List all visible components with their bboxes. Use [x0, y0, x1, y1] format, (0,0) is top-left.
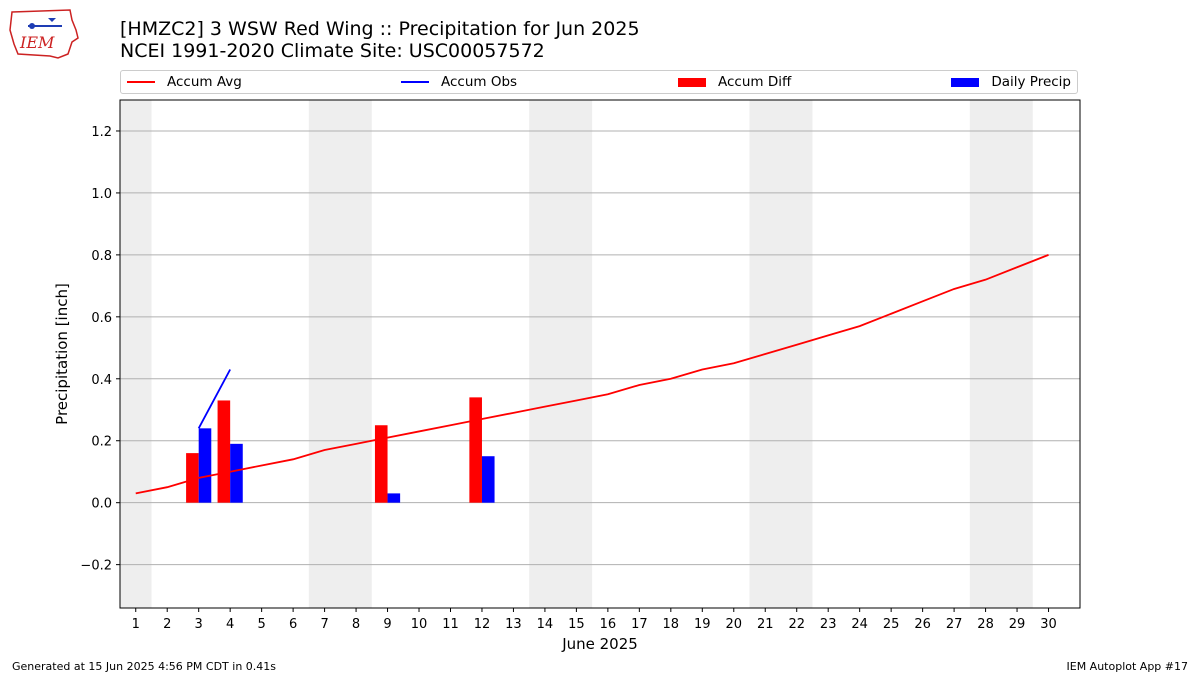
legend-label-accum-obs: Accum Obs	[441, 74, 518, 90]
x-tick-label-27: 27	[946, 617, 963, 632]
plot-frame	[119, 99, 1081, 609]
y-tick-label-6: 1.0	[91, 187, 112, 202]
bar-accum-diff-day-3	[186, 453, 199, 503]
bar-series	[186, 397, 495, 503]
x-tick-label-18: 18	[663, 617, 680, 632]
x-tick-label-5: 5	[257, 617, 265, 632]
grid-lines	[120, 130, 1080, 566]
weekend-band-4	[969, 100, 1033, 608]
bar-accum-diff-day-4	[217, 400, 231, 503]
y-tick-label-2: 0.2	[91, 435, 112, 450]
y-tick-label-0: −0.2	[80, 559, 112, 574]
x-tick-label-28: 28	[977, 617, 994, 632]
legend-swatch-accum-obs	[401, 81, 429, 83]
weekend-band-2	[529, 100, 593, 608]
legend-item-accum-obs: Accum Obs	[401, 71, 517, 93]
y-tick-label-4: 0.6	[91, 311, 112, 326]
weekend-band-3	[749, 100, 813, 608]
x-tick-label-13: 13	[505, 617, 522, 632]
legend-item-daily-precip: Daily Precip	[951, 71, 1071, 93]
x-tick-label-30: 30	[1040, 617, 1057, 632]
x-tick-label-24: 24	[851, 617, 868, 632]
x-tick-label-20: 20	[725, 617, 742, 632]
iem-logo: IEM	[8, 6, 80, 60]
x-tick-label-4: 4	[226, 617, 234, 632]
x-tick-label-11: 11	[442, 617, 459, 632]
x-tick-label-25: 25	[883, 617, 900, 632]
x-axis-label: June 2025	[561, 635, 638, 653]
x-tick-label-9: 9	[383, 617, 391, 632]
y-tick-label-5: 0.8	[91, 249, 112, 264]
y-axis-label: Precipitation [inch]	[53, 283, 71, 425]
line-accum-avg	[135, 254, 1049, 495]
bar-daily-precip-day-12	[481, 456, 495, 503]
chart-legend: Accum Avg Accum Obs Accum Diff Daily Pre…	[120, 70, 1078, 94]
x-tick-label-17: 17	[631, 617, 648, 632]
legend-label-accum-avg: Accum Avg	[167, 74, 242, 90]
bar-daily-precip-day-9	[387, 493, 401, 503]
x-tick-label-6: 6	[289, 617, 297, 632]
bar-daily-precip-day-4	[230, 443, 243, 503]
x-tick-label-8: 8	[352, 617, 360, 632]
bar-accum-diff-day-9	[374, 425, 388, 503]
x-tick-label-22: 22	[788, 617, 805, 632]
legend-label-accum-diff: Accum Diff	[718, 74, 792, 90]
bar-accum-diff-day-12	[469, 397, 482, 503]
y-tick-label-7: 1.2	[91, 125, 112, 140]
x-tick-label-14: 14	[537, 617, 554, 632]
weekend-band-0	[120, 100, 152, 608]
x-tick-label-21: 21	[757, 617, 774, 632]
logo-text: IEM	[19, 33, 55, 52]
y-tick-label-3: 0.4	[91, 373, 112, 388]
legend-item-accum-diff: Accum Diff	[678, 71, 791, 93]
line-series	[135, 254, 1049, 495]
footer-generated: Generated at 15 Jun 2025 4:56 PM CDT in …	[12, 660, 277, 673]
legend-swatch-accum-avg	[127, 81, 155, 83]
y-tick-label-1: 0.0	[91, 497, 112, 512]
x-tick-label-2: 2	[163, 617, 171, 632]
x-tick-label-7: 7	[320, 617, 328, 632]
legend-swatch-accum-diff	[678, 77, 706, 87]
x-tick-label-26: 26	[914, 617, 931, 632]
weekend-band-1	[308, 100, 372, 608]
legend-swatch-daily-precip	[951, 77, 980, 87]
x-tick-label-3: 3	[195, 617, 203, 632]
x-tick-label-23: 23	[820, 617, 837, 632]
legend-item-accum-avg: Accum Avg	[127, 71, 242, 93]
line-accum-obs	[197, 369, 231, 429]
x-tick-label-16: 16	[600, 617, 617, 632]
legend-label-daily-precip: Daily Precip	[991, 74, 1071, 90]
x-tick-label-19: 19	[694, 617, 711, 632]
chart-title: [HMZC2] 3 WSW Red Wing :: Precipitation …	[120, 18, 640, 40]
x-axis: 1 2 3 4 5 6 7 8 9 10 11 12 13 14 15 16 17 18 19 20 21 22 23 24 2…	[132, 608, 1057, 632]
x-tick-label-12: 12	[474, 617, 491, 632]
x-tick-label-15: 15	[568, 617, 585, 632]
bar-daily-precip-day-3	[198, 428, 212, 503]
y-axis: −0.2 0.0 0.2 0.4 0.6 0.8 1.0 1.2	[80, 125, 120, 574]
x-tick-label-1: 1	[132, 617, 140, 632]
weekend-shading	[120, 100, 1033, 608]
x-tick-label-29: 29	[1009, 617, 1026, 632]
x-tick-label-10: 10	[411, 617, 428, 632]
footer-app: IEM Autoplot App #17	[1066, 660, 1189, 673]
chart-subtitle: NCEI 1991-2020 Climate Site: USC00057572	[120, 40, 545, 62]
